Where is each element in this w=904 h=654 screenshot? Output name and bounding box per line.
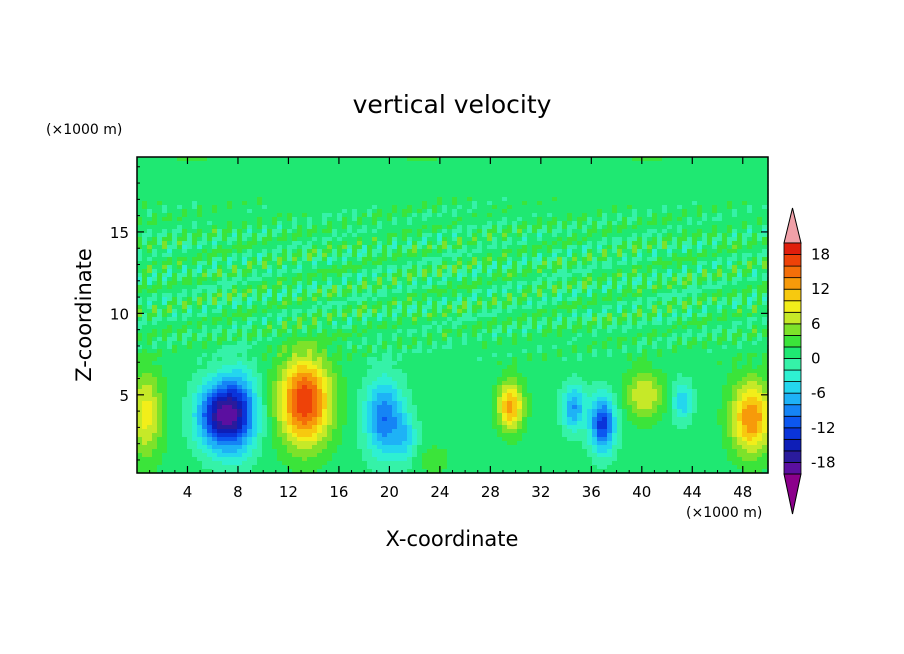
colorbar-band [783,450,802,463]
x-tick-label: 28 [481,483,500,501]
x-tick-label: 12 [279,483,298,501]
x-tick-label: 44 [683,483,702,501]
y-axis-ticks: 5 10 15 [110,166,768,461]
x-axis-ticks: 4 8 12 16 20 24 28 32 36 40 44 48 [149,157,756,501]
x-tick-label: 40 [632,483,651,501]
colorbar-tick-label: 6 [811,315,821,333]
colorbar-tick-label: -6 [811,384,826,402]
colorbar-band [783,438,802,452]
x-tick-label: 4 [183,483,193,501]
colorbar-band [783,265,802,279]
x-axis-title: X-coordinate [386,527,519,551]
colorbar-band [783,415,802,429]
x-tick-label: 20 [380,483,399,501]
colorbar-band [783,311,802,325]
colorbar-band [783,404,802,417]
colorbar-band [783,427,802,440]
colorbar-band [783,323,802,336]
colorbar-band [783,369,802,382]
colorbar-band [783,462,802,475]
x-tick-label: 16 [329,483,348,501]
chart-title: vertical velocity [353,90,552,119]
y-tick-label: 10 [110,305,129,323]
colorbar-band [783,277,802,290]
colorbar-band [783,334,802,348]
colorbar-band [783,346,802,359]
x-tick-label: 36 [582,483,601,501]
colorbar-tick-label: 0 [811,350,821,368]
colorbar-band [783,381,802,394]
x-tick-label: 32 [531,483,550,501]
colorbar-tick-label: -18 [811,453,836,471]
y-tick-label: 15 [110,224,129,242]
colorbar-band [783,288,802,302]
colorbar-tick-label: 12 [811,280,830,298]
y-tick-label: 5 [119,387,129,405]
x-tick-label: 48 [733,483,752,501]
colorbar-band [783,242,802,255]
colorbar-band [783,254,802,267]
colorbar-band [783,300,802,313]
colorbar-min-extend [783,473,802,515]
x-unit-note: (×1000 m) [686,505,762,521]
colorbar-tick-label: -12 [811,419,836,437]
x-tick-label: 24 [430,483,449,501]
colorbar-band [783,358,802,371]
velocity-contour-field [137,157,769,474]
x-tick-label: 8 [233,483,243,501]
colorbar-max-extend [783,207,802,244]
colorbar-tick-label: 18 [811,246,830,264]
colorbar-band [783,392,802,406]
y-unit-note: (×1000 m) [46,122,122,138]
y-axis-title: Z-coordinate [72,248,96,382]
colorbar: 18 12 6 0 -6 -12 -18 [783,207,836,515]
